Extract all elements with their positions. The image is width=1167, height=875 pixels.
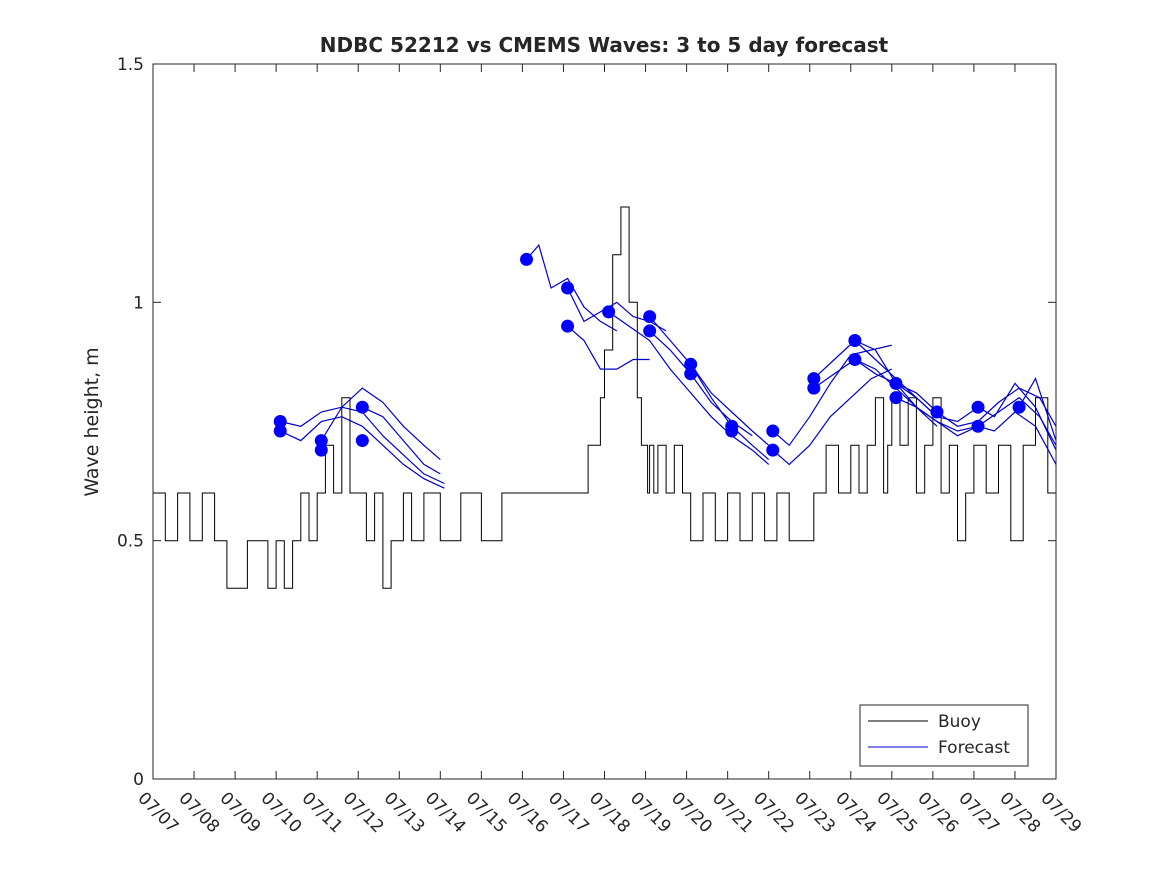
analysis-marker (314, 443, 328, 457)
forecast-run-line (567, 325, 650, 370)
analysis-marker (561, 319, 575, 333)
analysis-marker (355, 434, 369, 448)
analysis-marker (314, 434, 328, 448)
forecast-run-line (772, 368, 893, 466)
analysis-marker (520, 252, 534, 266)
forecast-run-line (362, 406, 441, 475)
forecast-run-line (320, 387, 441, 461)
y-tick-label: 0 (133, 770, 144, 790)
plot-frame (152, 63, 1057, 780)
analysis-marker (273, 415, 287, 428)
analysis-marker (971, 400, 985, 414)
analysis-marker (725, 424, 739, 438)
analysis-marker (643, 324, 657, 338)
legend: Buoy Forecast (859, 704, 1029, 767)
y-axis-label: Wave height, m (81, 347, 103, 496)
analysis-marker (930, 405, 944, 419)
y-tick-label: 1.5 (117, 55, 144, 75)
y-tick-label: 0.5 (117, 532, 144, 552)
forecast-run-line (526, 243, 618, 332)
y-tick-labels: 0 0.5 1 1.5 (117, 55, 144, 790)
analysis-marker (684, 367, 698, 381)
buoy-line (153, 206, 1056, 589)
analysis-marker (889, 391, 903, 405)
analysis-marker (848, 333, 862, 347)
analysis-marker (561, 281, 575, 295)
analysis-marker (602, 305, 616, 319)
chart-title: NDBC 52212 vs CMEMS Waves: 3 to 5 day fo… (320, 33, 889, 57)
analysis-marker (766, 443, 780, 457)
forecast-run-line (690, 363, 770, 446)
forecast-run-line (649, 316, 770, 461)
legend-buoy-label: Buoy (938, 712, 981, 732)
forecast-run-line (1018, 377, 1056, 441)
legend-forecast-label: Forecast (938, 738, 1010, 758)
analysis-marker (971, 419, 985, 433)
analysis-marker (643, 310, 657, 324)
buoy-series (153, 206, 1056, 589)
analysis-marker (766, 424, 780, 438)
analysis-marker (684, 357, 698, 371)
forecast-run-line (608, 311, 770, 465)
analysis-markers (273, 252, 1026, 457)
forecast-run-line (772, 344, 892, 447)
analysis-marker (355, 400, 369, 414)
y-tick-label: 1 (133, 293, 144, 313)
analysis-marker (807, 381, 821, 395)
analysis-marker (1012, 400, 1026, 414)
analysis-marker (807, 372, 821, 386)
analysis-marker (848, 353, 862, 367)
analysis-marker (273, 424, 287, 438)
forecast-run-line (977, 382, 1056, 451)
forecast-run-line (279, 416, 445, 489)
forecast-run-line (854, 339, 979, 423)
legend-box (859, 704, 1029, 767)
analysis-marker (889, 376, 903, 390)
